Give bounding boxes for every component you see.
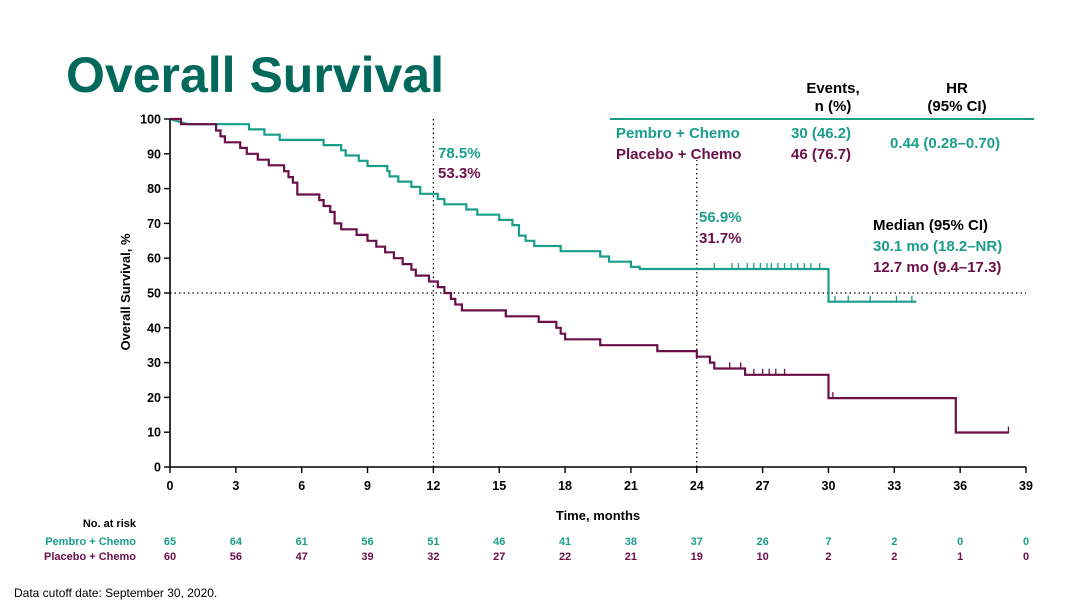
x-tick-label: 18 [558, 479, 572, 493]
events-header-line2: n (%) [815, 98, 852, 115]
placebo-at-risk-value: 32 [427, 551, 439, 563]
pembro-at-risk-value: 56 [361, 536, 373, 548]
x-tick-label: 30 [822, 479, 836, 493]
y-tick-label: 70 [147, 217, 161, 231]
placebo-landmark-24: 31.7% [699, 230, 742, 247]
placebo-at-risk-value: 27 [493, 551, 505, 563]
pembro-at-risk-value: 64 [230, 536, 243, 548]
placebo-at-risk-value: 39 [361, 551, 373, 563]
hr-header-line2: (95% CI) [927, 98, 986, 115]
table-placebo-events: 46 (76.7) [791, 146, 851, 163]
x-tick-label: 3 [232, 479, 239, 493]
pembro-at-risk-value: 37 [691, 536, 703, 548]
placebo-at-risk-value: 47 [296, 551, 308, 563]
pembro-at-risk-value: 46 [493, 536, 505, 548]
x-tick-label: 9 [364, 479, 371, 493]
footnote: Data cutoff date: September 30, 2020. [14, 586, 218, 600]
at-risk-pembro-label: Pembro + Chemo [45, 536, 136, 548]
pembro-landmark-24: 56.9% [699, 209, 742, 226]
pembro-at-risk-value: 0 [1023, 536, 1029, 548]
placebo-at-risk-value: 22 [559, 551, 571, 563]
table-placebo-label: Placebo + Chemo [616, 146, 741, 163]
y-tick-label: 50 [147, 287, 161, 301]
y-tick-label: 60 [147, 252, 161, 266]
survival-curves [169, 117, 1010, 434]
placebo-at-risk-value: 2 [825, 551, 831, 563]
y-tick-label: 80 [147, 182, 161, 196]
y-tick-label: 20 [147, 391, 161, 405]
pembro-at-risk-value: 26 [756, 536, 768, 548]
x-tick-label: 12 [426, 479, 440, 493]
pembro-landmark-12: 78.5% [438, 145, 481, 162]
x-tick-label: 24 [690, 479, 704, 493]
pembro-at-risk-value: 2 [891, 536, 897, 548]
median-pembro: 30.1 mo (18.2–NR) [873, 238, 1002, 255]
pembro-survival-curve [169, 117, 917, 303]
x-tick-label: 6 [298, 479, 305, 493]
y-tick-label: 30 [147, 356, 161, 370]
pembro-at-risk-value: 51 [427, 536, 439, 548]
y-tick-label: 100 [140, 113, 161, 127]
placebo-survival-curve [170, 117, 1009, 434]
placebo-landmark-12: 53.3% [438, 165, 481, 182]
y-axis-label: Overall Survival, % [118, 233, 133, 351]
median-title: Median (95% CI) [873, 217, 988, 234]
x-tick-label: 0 [167, 479, 174, 493]
events-hr-table: Events, n (%) HR (95% CI) Pembro + Chemo… [610, 80, 1034, 163]
y-tick-label: 0 [154, 461, 161, 475]
y-ticks: 0 10 20 30 40 50 60 70 80 90 100 [140, 113, 170, 475]
hr-header-line1: HR [946, 80, 968, 97]
placebo-at-risk-value: 1 [957, 551, 963, 563]
x-ticks: 0 3 6 9 12 15 18 21 24 27 30 33 36 39 [167, 467, 1033, 493]
pembro-at-risk-value: 38 [625, 536, 637, 548]
placebo-at-risk-value: 10 [756, 551, 768, 563]
placebo-at-risk-value: 2 [891, 551, 897, 563]
pembro-at-risk-value: 41 [559, 536, 571, 548]
table-pembro-label: Pembro + Chemo [616, 125, 740, 142]
placebo-at-risk-value: 0 [1023, 551, 1029, 563]
y-tick-label: 10 [147, 426, 161, 440]
events-header-line1: Events, [806, 80, 859, 97]
reference-lines [170, 119, 1026, 467]
placebo-at-risk-value: 19 [691, 551, 703, 563]
y-tick-label: 40 [147, 321, 161, 335]
placebo-at-risk-value: 56 [230, 551, 242, 563]
slide-title: Overall Survival [66, 47, 445, 103]
x-axis-label: Time, months [556, 508, 640, 523]
pembro-at-risk-value: 61 [296, 536, 308, 548]
at-risk-label: No. at risk [83, 518, 137, 530]
y-tick-label: 90 [147, 147, 161, 161]
placebo-at-risk-value: 60 [164, 551, 176, 563]
x-tick-label: 21 [624, 479, 638, 493]
placebo-at-risk-value: 21 [625, 551, 637, 563]
at-risk-values: 65 64 61 56 51 46 41 38 37 26 7 2 0 060 56 47 39 32 27 22 21… [164, 536, 1029, 563]
median-box: Median (95% CI) 30.1 mo (18.2–NR) 12.7 m… [873, 217, 1002, 276]
pembro-at-risk-value: 7 [825, 536, 831, 548]
x-tick-label: 15 [492, 479, 506, 493]
table-hr-value: 0.44 (0.28–0.70) [890, 135, 1000, 152]
x-tick-label: 36 [953, 479, 967, 493]
pembro-at-risk-value: 0 [957, 536, 963, 548]
pembro-at-risk-value: 65 [164, 536, 176, 548]
table-pembro-events: 30 (46.2) [791, 125, 851, 142]
at-risk-placebo-label: Placebo + Chemo [44, 551, 136, 563]
x-tick-label: 39 [1019, 479, 1033, 493]
x-tick-label: 33 [887, 479, 901, 493]
median-placebo: 12.7 mo (9.4–17.3) [873, 259, 1001, 276]
x-tick-label: 27 [756, 479, 770, 493]
